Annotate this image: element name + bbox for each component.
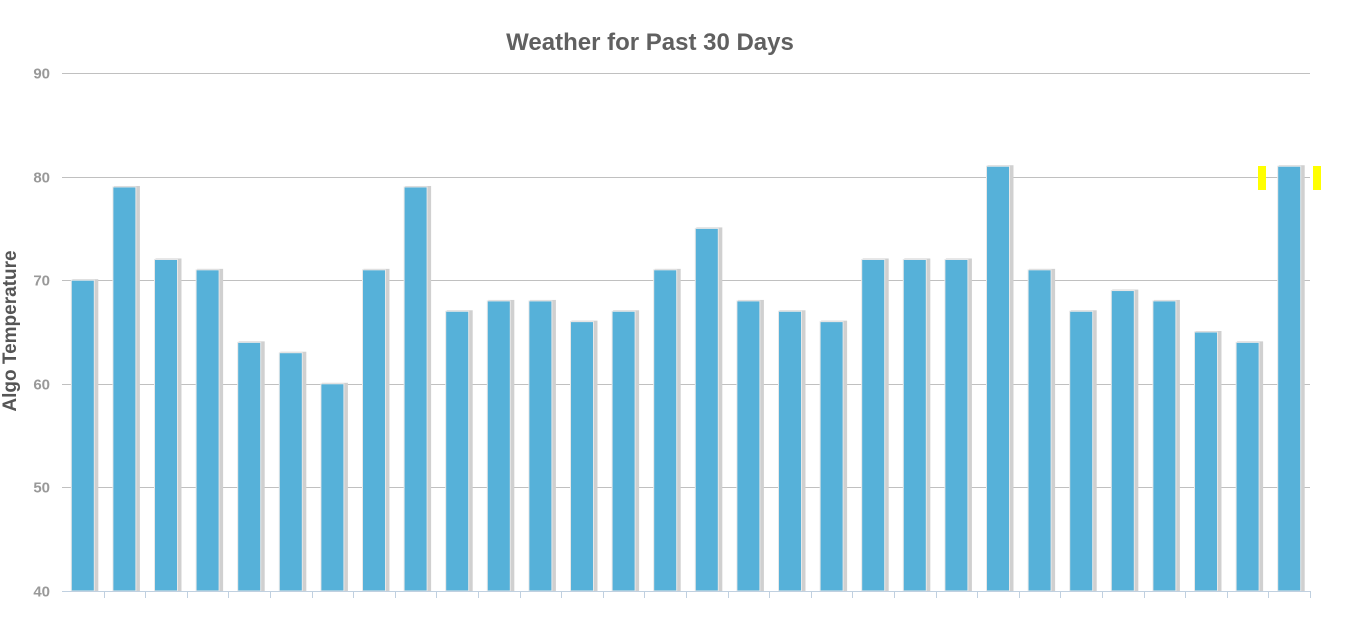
bar bbox=[486, 299, 515, 592]
bar bbox=[694, 227, 723, 592]
bar bbox=[986, 165, 1014, 592]
bar bbox=[154, 258, 182, 592]
bar-rect bbox=[278, 352, 303, 592]
bar bbox=[653, 268, 681, 592]
bar-rect bbox=[902, 258, 927, 592]
bar bbox=[70, 279, 99, 592]
bar-rect bbox=[195, 269, 220, 592]
bar-rect bbox=[944, 258, 969, 592]
bar-rect bbox=[1277, 165, 1302, 592]
highlight-marker-right bbox=[1313, 166, 1321, 190]
bar-rect bbox=[694, 227, 719, 592]
bar-rect bbox=[1194, 331, 1218, 592]
bar-rect bbox=[486, 300, 511, 592]
bar bbox=[1069, 310, 1097, 592]
bar bbox=[1110, 289, 1139, 592]
bar bbox=[570, 320, 598, 592]
bar bbox=[861, 258, 889, 592]
bar-rect bbox=[653, 269, 678, 592]
bar bbox=[112, 185, 140, 592]
highlight-marker-left bbox=[1258, 166, 1266, 190]
bar bbox=[1152, 299, 1180, 592]
bar bbox=[611, 310, 640, 592]
bar-rect bbox=[445, 310, 470, 592]
y-axis-label: Algo Temperature bbox=[0, 250, 21, 411]
bar bbox=[902, 258, 931, 592]
y-tick-label: 60 bbox=[33, 377, 50, 394]
gridlines bbox=[62, 73, 1310, 488]
bar-rect bbox=[1152, 300, 1177, 592]
y-tick-label: 40 bbox=[33, 584, 50, 601]
chart-title: Weather for Past 30 Days bbox=[506, 29, 794, 56]
bar-rect bbox=[819, 321, 844, 592]
bar-rect bbox=[403, 186, 428, 592]
bar bbox=[445, 310, 473, 592]
bar bbox=[1235, 341, 1264, 592]
bar bbox=[1277, 165, 1305, 592]
bar-rect bbox=[237, 341, 262, 592]
bar-rect bbox=[362, 269, 386, 592]
bar bbox=[320, 382, 348, 592]
bar-rect bbox=[778, 310, 802, 592]
bar bbox=[528, 299, 556, 592]
y-tick-label: 90 bbox=[33, 66, 50, 83]
bar bbox=[1027, 268, 1056, 592]
y-axis-ticks: 40 50 60 70 80 90 bbox=[33, 66, 50, 601]
bar-rect bbox=[112, 186, 137, 592]
y-tick-label: 70 bbox=[33, 273, 50, 290]
bar-rect bbox=[320, 383, 345, 592]
bar-rect bbox=[1235, 341, 1260, 592]
bar-rect bbox=[611, 310, 636, 592]
bar-rect bbox=[528, 300, 553, 592]
bar-rect bbox=[570, 321, 594, 592]
bar bbox=[362, 268, 390, 592]
bar bbox=[403, 185, 432, 592]
bar bbox=[736, 299, 764, 592]
y-tick-label: 50 bbox=[33, 480, 50, 497]
bar bbox=[944, 258, 972, 592]
bar bbox=[278, 351, 307, 592]
bar bbox=[778, 310, 806, 592]
bars bbox=[70, 165, 1305, 592]
y-tick-label: 80 bbox=[33, 170, 50, 187]
bar-rect bbox=[861, 258, 886, 592]
bar-rect bbox=[1069, 310, 1094, 592]
x-axis bbox=[62, 591, 1311, 598]
bar-rect bbox=[154, 258, 178, 592]
bar bbox=[195, 268, 224, 592]
bar-rect bbox=[1110, 290, 1135, 592]
bar-rect bbox=[986, 165, 1010, 592]
bar bbox=[819, 320, 848, 592]
bar bbox=[1194, 331, 1222, 592]
bar-rect bbox=[736, 300, 761, 592]
bar-rect bbox=[1027, 269, 1052, 592]
bar-rect bbox=[70, 279, 95, 592]
bar bbox=[237, 341, 265, 592]
